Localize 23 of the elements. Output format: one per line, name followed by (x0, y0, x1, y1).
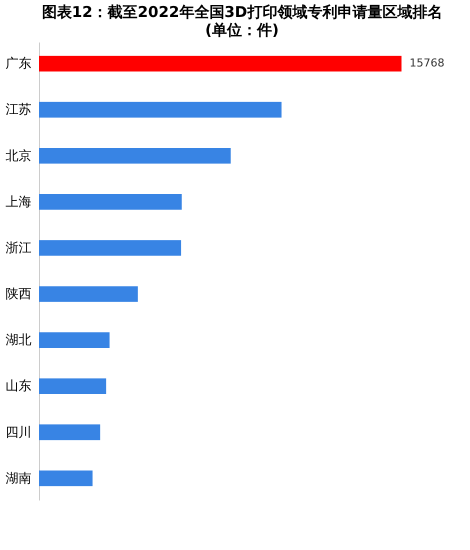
data-label: 15768 (410, 56, 444, 70)
y-tick-label: 陕西 (6, 287, 32, 302)
y-tick-label: 广东 (6, 56, 32, 72)
bar (39, 194, 182, 210)
y-tick-label: 江苏 (6, 102, 32, 118)
bar (39, 470, 93, 486)
y-tick-label: 山东 (6, 379, 32, 394)
chart-title: 图表12：截至2022年全国3D打印领域专利申请量区域排名 (42, 3, 442, 21)
y-tick-label: 湖南 (6, 471, 32, 486)
bar (39, 240, 182, 256)
bar (39, 148, 231, 164)
y-tick-label: 北京 (6, 148, 32, 164)
bar (39, 56, 402, 72)
bar (39, 424, 100, 440)
bar (39, 378, 106, 394)
bar (39, 102, 282, 118)
y-tick-label: 湖北 (6, 333, 32, 348)
y-tick-label: 浙江 (6, 240, 32, 256)
chart-subtitle: (单位：件) (205, 21, 279, 39)
bar (39, 286, 138, 302)
y-tick-label: 四川 (6, 425, 32, 440)
bar (39, 332, 110, 348)
y-tick-label: 上海 (6, 194, 32, 210)
